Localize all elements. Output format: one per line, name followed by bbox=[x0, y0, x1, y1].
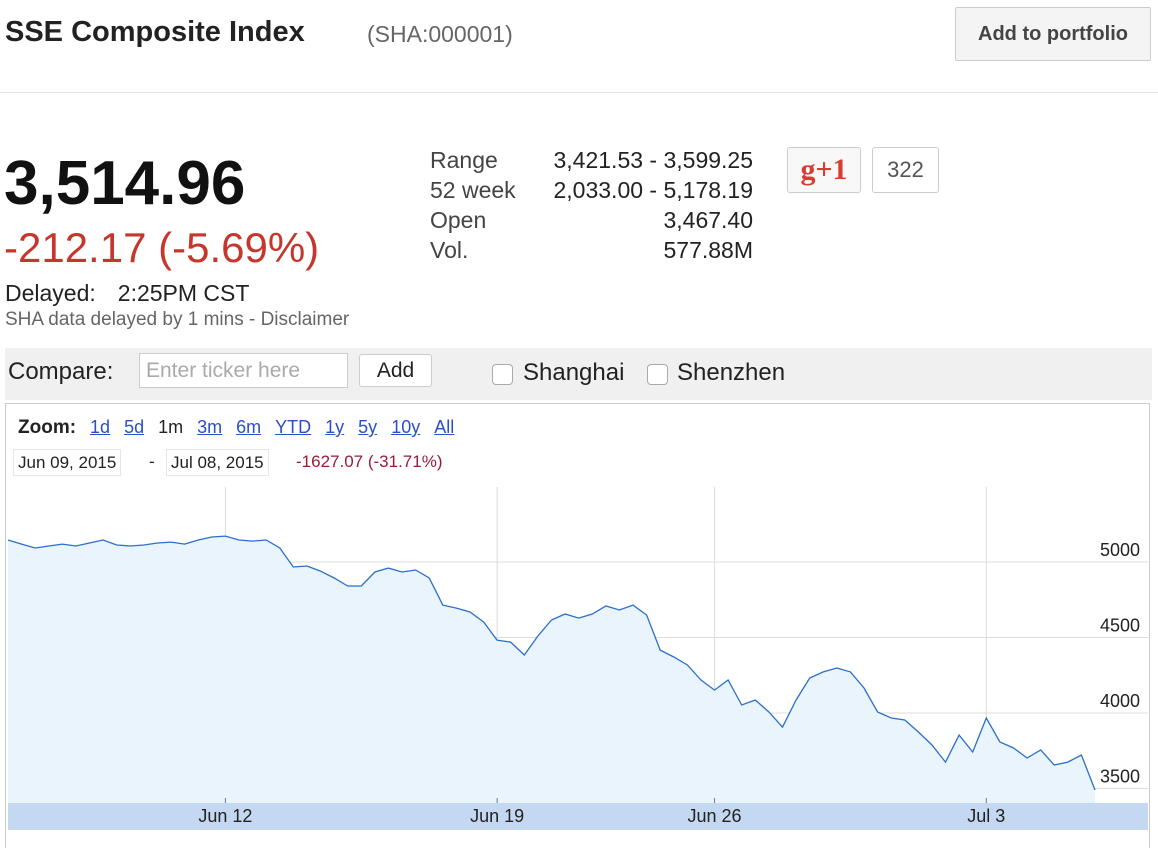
stat-label: Open bbox=[430, 207, 487, 233]
zoom-option: 1m bbox=[158, 417, 184, 437]
compare-add-button[interactable]: Add bbox=[359, 354, 432, 387]
zoom-label: Zoom: bbox=[18, 417, 77, 438]
price-change: -212.17 (-5.69%) bbox=[4, 224, 320, 271]
symbol: (SHA:000001) bbox=[367, 21, 513, 47]
checkbox-label: Shanghai bbox=[523, 359, 625, 386]
zoom-option[interactable]: 1y bbox=[325, 417, 345, 437]
stat-label: Vol. bbox=[430, 237, 469, 263]
zoom-option[interactable]: 5y bbox=[358, 417, 378, 437]
stat-label: 52 week bbox=[430, 177, 516, 203]
start-date[interactable]: Jun 09, 2015 bbox=[13, 449, 122, 476]
delayed-label: Delayed: bbox=[5, 280, 96, 306]
add-to-portfolio-button[interactable]: Add to portfolio bbox=[955, 7, 1151, 61]
stat-value: 577.88M bbox=[663, 237, 753, 263]
plus-one-count: 322 bbox=[872, 147, 939, 193]
end-date[interactable]: Jul 08, 2015 bbox=[166, 449, 269, 476]
title: SSE Composite Index bbox=[5, 16, 305, 48]
date-separator: - bbox=[149, 452, 155, 471]
plus-one-button[interactable]: g+1 bbox=[787, 147, 861, 193]
divider bbox=[0, 92, 1158, 93]
checkbox[interactable] bbox=[492, 364, 513, 385]
zoom-option[interactable]: All bbox=[434, 417, 455, 437]
disclaimer: SHA data delayed by 1 mins - Disclaimer bbox=[5, 309, 350, 330]
delayed-time: 2:25PM CST bbox=[117, 280, 250, 306]
stat-label: Range bbox=[430, 147, 498, 173]
range-change: -1627.07 (-31.71%) bbox=[296, 452, 443, 471]
price: 3,514.96 bbox=[4, 149, 246, 218]
chart-panel bbox=[5, 403, 1150, 848]
ticker-input[interactable]: Enter ticker here bbox=[139, 353, 348, 388]
zoom-option[interactable]: 1d bbox=[90, 417, 111, 437]
delayed-info: Delayed: 2:25PM CST bbox=[5, 280, 249, 307]
stat-value: 2,033.00 - 5,178.19 bbox=[553, 177, 754, 203]
zoom-row: Zoom: 1d 5d 1m 3m 6m YTD 1y 5y 10y All bbox=[18, 417, 468, 439]
stat-value: 3,421.53 - 3,599.25 bbox=[553, 147, 754, 173]
zoom-option[interactable]: 6m bbox=[236, 417, 262, 437]
compare-label: Compare: bbox=[8, 358, 114, 385]
zoom-option[interactable]: 3m bbox=[197, 417, 223, 437]
zoom-option[interactable]: 5d bbox=[124, 417, 145, 437]
checkbox[interactable] bbox=[647, 364, 668, 385]
zoom-option[interactable]: YTD bbox=[275, 417, 312, 437]
checkbox-label: Shenzhen bbox=[677, 359, 786, 386]
stat-value: 3,467.40 bbox=[663, 207, 753, 233]
zoom-option[interactable]: 10y bbox=[391, 417, 421, 437]
